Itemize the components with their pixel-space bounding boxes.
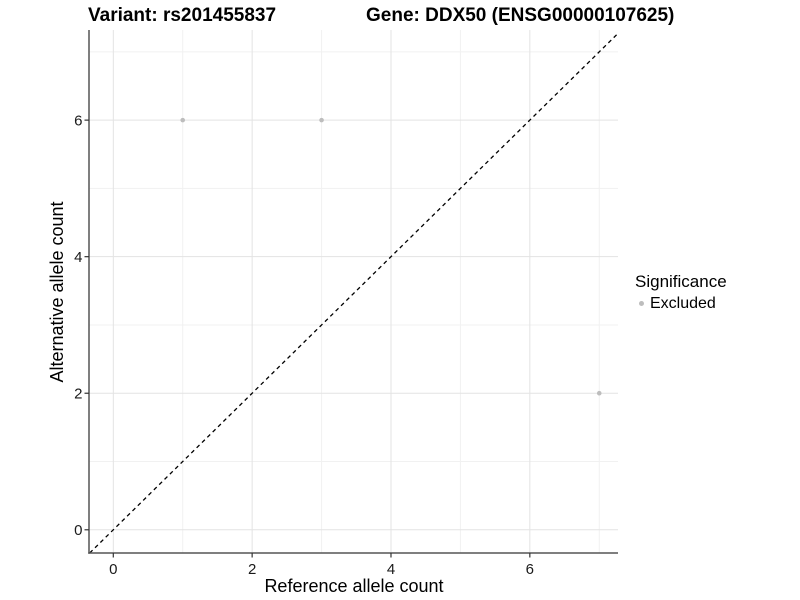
- data-point: [596, 390, 602, 396]
- axis-ticks: [84, 119, 531, 558]
- legend: Significance Excluded: [635, 272, 727, 312]
- data-points: [180, 117, 602, 396]
- variant-title: Variant: rs201455837: [88, 5, 277, 26]
- data-point: [319, 117, 324, 123]
- y-tick-label: 0: [74, 522, 82, 539]
- legend-item-label: Excluded: [650, 295, 716, 312]
- axis-lines: [88, 30, 618, 554]
- y-tick-label: 6: [74, 112, 82, 129]
- legend-point-icon: [639, 301, 644, 306]
- x-tick-label: 4: [387, 561, 395, 578]
- grid-minor: [89, 30, 618, 553]
- legend-item-excluded: Excluded: [635, 295, 727, 312]
- identity-dashed-line: [89, 32, 619, 554]
- data-point: [180, 117, 186, 123]
- gene-title: Gene: DDX50 (ENSG00000107625): [366, 5, 675, 26]
- grid-major: [89, 30, 618, 553]
- y-axis-title: Alternative allele count: [47, 201, 67, 383]
- x-tick-label: 0: [109, 561, 117, 578]
- legend-title: Significance: [635, 272, 727, 291]
- tick-labels: 0 2 4 6 0 2 4 6: [74, 112, 534, 578]
- y-tick-label: 4: [74, 249, 82, 266]
- x-axis-title: Reference allele count: [264, 576, 444, 596]
- x-tick-label: 6: [526, 561, 534, 578]
- x-tick-label: 2: [248, 561, 256, 578]
- y-tick-label: 2: [74, 386, 82, 403]
